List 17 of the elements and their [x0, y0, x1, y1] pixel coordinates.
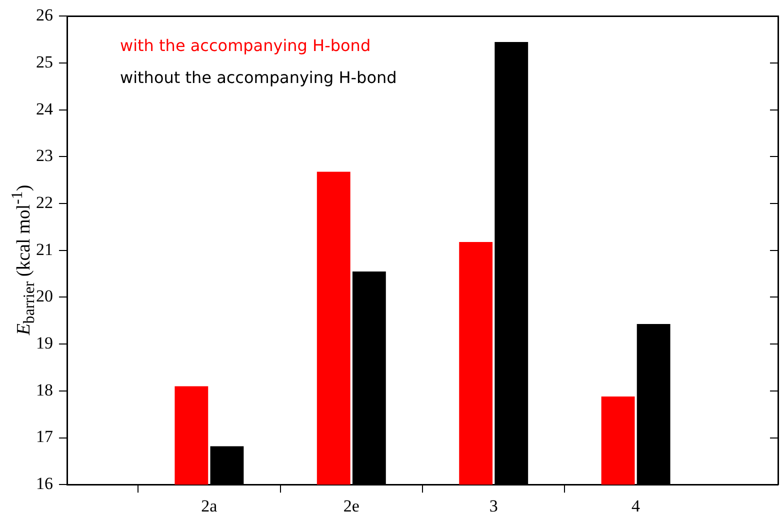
y-tick-label: 18 — [36, 380, 53, 400]
y-tick-label: 16 — [36, 474, 53, 494]
y-tick-label: 25 — [36, 52, 53, 72]
y-tick-label: 17 — [36, 427, 54, 446]
x-tick-label: 2e — [343, 496, 360, 516]
y-tick-label: 24 — [36, 99, 54, 118]
y-tick-label: 19 — [36, 334, 53, 353]
y-tick-label: 21 — [36, 240, 53, 259]
y-tick-label: 22 — [36, 193, 53, 212]
x-tick-label: 3 — [489, 496, 498, 516]
x-tick-label: 4 — [632, 496, 641, 516]
y-tick-label: 23 — [36, 146, 53, 166]
text: without the accompanying H-bond — [120, 67, 397, 89]
x-tick-label: 2a — [201, 496, 218, 516]
y-tick-label: 26 — [36, 6, 53, 25]
text: with the accompanying H-bond — [120, 35, 372, 57]
y-tick-label: 20 — [36, 286, 53, 306]
